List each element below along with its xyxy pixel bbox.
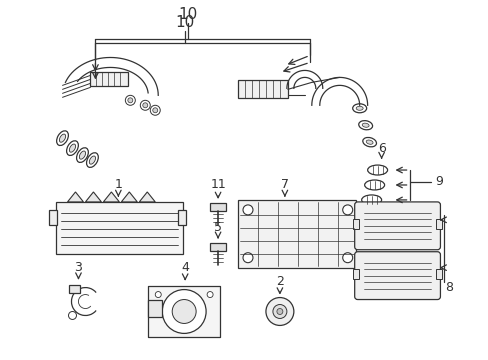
Circle shape (207, 292, 213, 298)
Circle shape (342, 205, 352, 215)
FancyBboxPatch shape (354, 202, 440, 250)
Bar (352, 269, 358, 279)
Polygon shape (85, 192, 101, 202)
Circle shape (342, 253, 352, 263)
Circle shape (150, 105, 160, 115)
Circle shape (243, 253, 252, 263)
Ellipse shape (77, 148, 88, 162)
Ellipse shape (358, 121, 372, 130)
Circle shape (127, 98, 133, 103)
FancyBboxPatch shape (354, 252, 440, 300)
Bar (48, 210, 57, 225)
Bar (238, 200, 355, 268)
Polygon shape (121, 192, 137, 202)
Text: 3: 3 (74, 261, 82, 274)
Text: 7: 7 (280, 179, 288, 192)
Circle shape (152, 108, 158, 113)
Text: 1: 1 (114, 179, 122, 192)
Ellipse shape (352, 104, 366, 113)
Bar (68, 285, 81, 293)
Ellipse shape (366, 140, 372, 144)
Bar (210, 243, 225, 251)
Bar (238, 80, 287, 98)
Ellipse shape (89, 156, 95, 164)
Ellipse shape (364, 180, 384, 190)
Bar (436, 269, 442, 279)
Circle shape (140, 100, 150, 110)
Text: 11: 11 (210, 179, 225, 192)
Circle shape (125, 95, 135, 105)
Ellipse shape (66, 141, 78, 156)
Circle shape (162, 289, 205, 333)
Bar (90, 72, 128, 86)
Ellipse shape (362, 123, 368, 127)
Bar (178, 210, 186, 225)
Bar (148, 300, 162, 318)
Text: 2: 2 (275, 275, 283, 288)
Ellipse shape (355, 106, 363, 110)
Bar (352, 219, 358, 229)
Ellipse shape (79, 151, 85, 159)
Ellipse shape (367, 165, 387, 175)
Circle shape (142, 103, 147, 108)
Circle shape (265, 298, 293, 325)
Bar (56, 202, 183, 254)
Text: 5: 5 (214, 221, 222, 234)
Polygon shape (67, 192, 83, 202)
Text: 10: 10 (178, 7, 197, 22)
Text: 4: 4 (181, 261, 189, 274)
Bar (210, 203, 225, 211)
Circle shape (272, 305, 286, 319)
Ellipse shape (59, 134, 65, 142)
Circle shape (276, 309, 283, 315)
Text: 6: 6 (377, 141, 385, 155)
Circle shape (155, 292, 161, 298)
Text: 8: 8 (445, 281, 452, 294)
Circle shape (68, 311, 76, 319)
Polygon shape (103, 192, 119, 202)
Ellipse shape (362, 138, 376, 147)
Ellipse shape (69, 144, 76, 152)
Circle shape (172, 300, 196, 323)
Ellipse shape (57, 131, 68, 145)
Text: 10: 10 (175, 15, 194, 30)
Bar (148, 285, 220, 337)
Ellipse shape (86, 153, 98, 167)
Bar (436, 219, 442, 229)
Text: 9: 9 (435, 175, 443, 189)
Circle shape (243, 205, 252, 215)
Ellipse shape (361, 195, 381, 205)
Polygon shape (139, 192, 155, 202)
